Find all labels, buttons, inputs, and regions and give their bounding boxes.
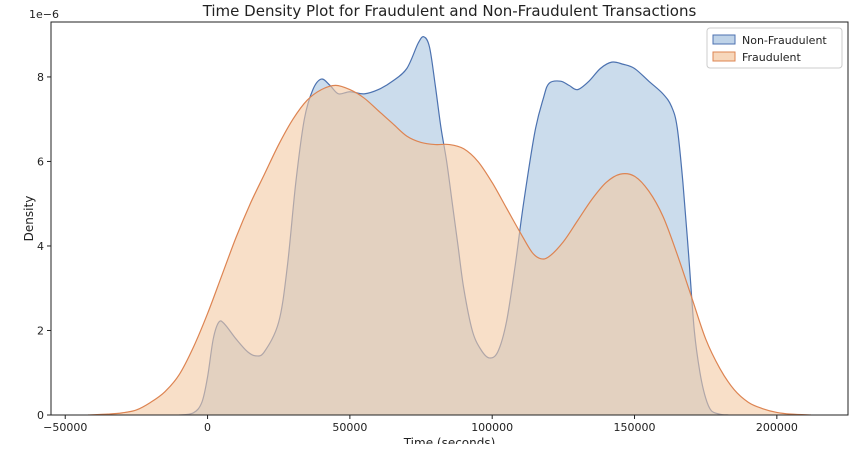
legend-box xyxy=(706,27,843,69)
x-tick-label: 100000 xyxy=(471,421,513,434)
x-tick-label: 0 xyxy=(204,421,211,434)
y-tick-label: 6 xyxy=(37,155,44,168)
legend-swatch-non-fraudulent xyxy=(712,34,736,45)
x-tick-label: 150000 xyxy=(614,421,656,434)
fraudulent-density-area xyxy=(88,85,811,415)
x-tick-label: −50000 xyxy=(43,421,87,434)
plot-frame xyxy=(50,21,849,416)
legend-label-fraudulent: Fraudulent xyxy=(742,51,802,64)
fraudulent-density-line xyxy=(87,84,812,415)
x-tick-label: 50000 xyxy=(332,421,367,434)
y-tick-label: 8 xyxy=(37,71,44,84)
y-tick-label: 4 xyxy=(37,240,44,253)
x-axis-label: Time (seconds) xyxy=(403,436,496,444)
legend-swatch-fraudulent xyxy=(712,51,736,62)
x-tick-label: 200000 xyxy=(756,421,798,434)
y-scale-label: 1e−6 xyxy=(29,8,59,21)
y-tick-label: 2 xyxy=(37,324,44,337)
legend-label-non-fraudulent: Non-Fraudulent xyxy=(742,34,827,47)
chart-title: Time Density Plot for Fraudulent and Non… xyxy=(202,2,697,20)
y-tick-label: 0 xyxy=(37,409,44,422)
y-axis-label: Density xyxy=(22,196,36,242)
